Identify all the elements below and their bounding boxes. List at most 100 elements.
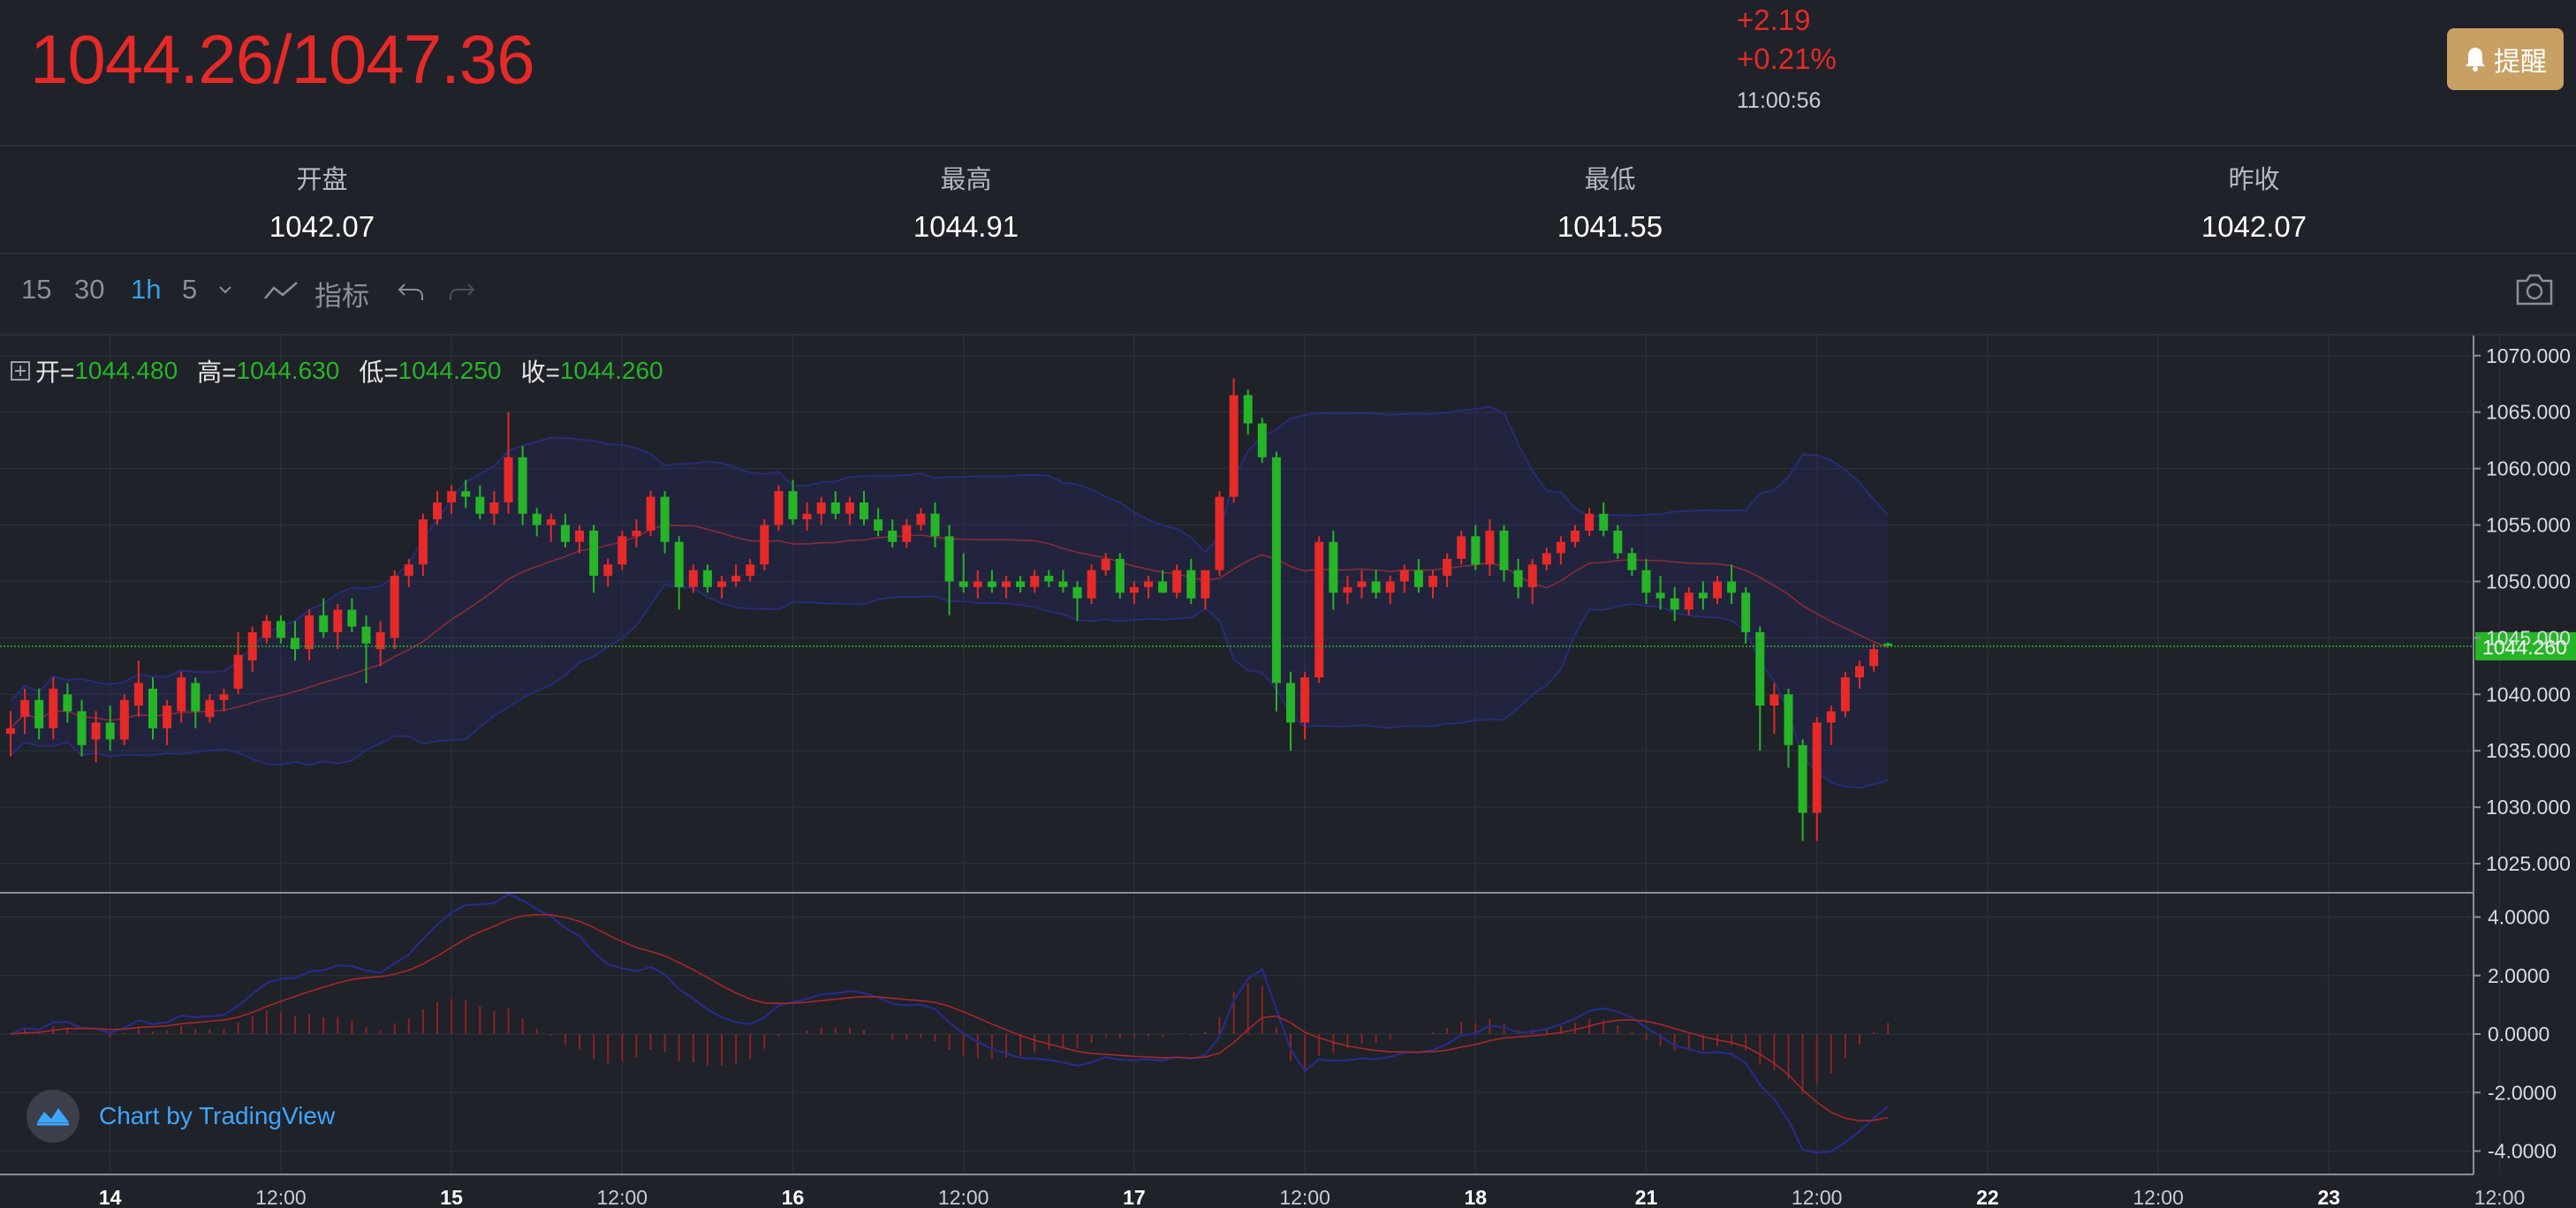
candle-body bbox=[1115, 558, 1125, 593]
x-tick-label: 17 bbox=[1123, 1186, 1146, 1208]
candle-body bbox=[1784, 694, 1793, 745]
last-price-label: 1044.260 bbox=[2482, 636, 2567, 659]
candle-body bbox=[1571, 530, 1580, 542]
stat-label: 最高 bbox=[940, 166, 992, 194]
stat-value: 1042.07 bbox=[269, 210, 375, 243]
candle-body bbox=[958, 581, 968, 587]
candle-body bbox=[1443, 558, 1452, 577]
candle-body bbox=[802, 513, 812, 520]
high-value: 1044.630 bbox=[236, 357, 340, 384]
candle-body bbox=[1315, 541, 1324, 678]
candle-body bbox=[1329, 541, 1338, 593]
alert-button[interactable]: 提醒 bbox=[2447, 28, 2564, 90]
candle-body bbox=[375, 631, 385, 650]
tradingview-logo-icon bbox=[27, 1090, 80, 1143]
y-tick-label: 1045.000 bbox=[2486, 626, 2571, 649]
bell-icon bbox=[2466, 48, 2485, 72]
indicators-button[interactable]: 指标 bbox=[314, 281, 369, 312]
undo-icon[interactable] bbox=[396, 279, 426, 304]
stats-bar: 开盘 1042.07 最高 1044.91 最低 1041.55 昨收 1042… bbox=[0, 147, 2576, 254]
candle-body bbox=[1556, 541, 1565, 554]
candle-body bbox=[1058, 581, 1068, 587]
candle-body bbox=[560, 525, 570, 542]
candle-body bbox=[461, 491, 471, 497]
chart-axes: 1044.260 1070.000 1065.000 1060.000 1055.000… bbox=[0, 336, 2576, 1208]
y-tick-label: 1040.000 bbox=[2486, 683, 2571, 706]
tradingview-attribution[interactable]: Chart by TradingView bbox=[27, 1090, 335, 1143]
candle-body bbox=[717, 581, 726, 587]
quote-time: 11:00:56 bbox=[1737, 88, 1822, 113]
candle-body bbox=[1485, 530, 1495, 565]
candle-body bbox=[688, 570, 698, 587]
candle-body bbox=[1215, 496, 1224, 570]
candle-body bbox=[1840, 677, 1850, 712]
candle-body bbox=[489, 502, 499, 514]
macd-pane bbox=[10, 893, 1890, 1154]
candle-body bbox=[1371, 581, 1381, 593]
candle-body bbox=[1101, 558, 1110, 570]
candle-body bbox=[233, 654, 243, 689]
price-chart[interactable]: 1044.260 1070.000 1065.000 1060.000 1055.000… bbox=[0, 336, 2576, 1208]
expand-icon[interactable] bbox=[11, 361, 30, 381]
candle-body bbox=[418, 519, 428, 565]
candle-body bbox=[1030, 576, 1040, 587]
candle-body bbox=[575, 530, 584, 542]
candle-body bbox=[177, 677, 186, 712]
stat-prev-close: 昨收 1042.07 bbox=[1932, 147, 2576, 253]
redo-icon[interactable] bbox=[447, 279, 477, 304]
candle-body bbox=[1684, 593, 1693, 610]
candle-body bbox=[902, 525, 912, 542]
candle-body bbox=[1286, 683, 1295, 723]
candle-body bbox=[930, 513, 940, 537]
candle-body bbox=[49, 688, 58, 729]
macd-tick-label: 0.0000 bbox=[2488, 1023, 2549, 1046]
y-tick-label: 1050.000 bbox=[2486, 570, 2571, 593]
stat-label: 昨收 bbox=[2228, 166, 2280, 194]
candle-body bbox=[603, 564, 613, 577]
candle-body bbox=[34, 699, 44, 729]
camera-icon[interactable] bbox=[2514, 272, 2555, 307]
stat-value: 1041.55 bbox=[1557, 210, 1663, 243]
x-tick-label: 12:00 bbox=[2474, 1186, 2526, 1208]
x-tick-label: 12:00 bbox=[2133, 1186, 2184, 1208]
candle-body bbox=[447, 491, 457, 502]
interval-15[interactable]: 15 bbox=[21, 274, 52, 305]
indicators-icon[interactable] bbox=[263, 277, 299, 304]
candle-body bbox=[1172, 570, 1182, 593]
price-change-percent: +0.21% bbox=[1737, 42, 1837, 75]
y-tick-label: 1035.000 bbox=[2486, 739, 2571, 762]
candle-body bbox=[1826, 711, 1836, 723]
candle-body bbox=[546, 519, 556, 525]
candle-body bbox=[1186, 570, 1196, 599]
candle-body bbox=[390, 576, 399, 638]
interval-30[interactable]: 30 bbox=[74, 274, 105, 305]
candle-body bbox=[77, 711, 87, 745]
candle-body bbox=[1072, 586, 1082, 599]
chevron-down-icon[interactable] bbox=[217, 284, 233, 295]
candle-body bbox=[205, 699, 215, 717]
candle-body bbox=[1002, 581, 1011, 587]
interval-1h[interactable]: 1h bbox=[131, 274, 162, 305]
x-tick-label: 16 bbox=[782, 1186, 805, 1208]
stat-low: 最低 1041.55 bbox=[1288, 147, 1932, 253]
candle-body bbox=[1158, 581, 1168, 593]
stat-value: 1042.07 bbox=[2201, 210, 2307, 243]
candle-body bbox=[1044, 576, 1054, 582]
chart-toolbar: 15 30 1h 5 指标 bbox=[0, 254, 2576, 336]
candle-body bbox=[1585, 513, 1595, 531]
candle-body bbox=[1869, 649, 1879, 667]
macd-tick-label: -4.0000 bbox=[2488, 1140, 2557, 1163]
candle-body bbox=[404, 564, 413, 577]
candle-body bbox=[504, 457, 513, 502]
interval-5[interactable]: 5 bbox=[182, 274, 198, 305]
candle-body bbox=[1670, 598, 1679, 610]
candle-body bbox=[433, 502, 442, 520]
candle-body bbox=[916, 513, 926, 525]
candle-body bbox=[1755, 631, 1765, 706]
candle-body bbox=[1471, 536, 1481, 565]
candle-body bbox=[589, 530, 599, 577]
candle-body bbox=[1599, 513, 1609, 531]
candle-body bbox=[788, 491, 798, 520]
candle-body bbox=[1428, 576, 1437, 587]
open-value: 1044.480 bbox=[74, 357, 178, 384]
